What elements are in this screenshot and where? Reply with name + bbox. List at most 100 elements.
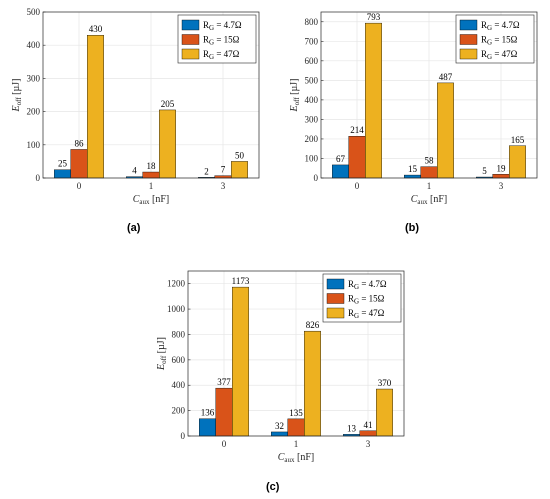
- y-axis-label-unit: [µJ]: [156, 337, 167, 356]
- legend-subscript: G: [354, 312, 359, 320]
- legend-value: = 4.7Ω: [214, 20, 242, 30]
- legend-symbol: R: [203, 35, 209, 45]
- data-label: 67: [336, 154, 346, 164]
- legend-subscript: G: [209, 39, 214, 47]
- chart-b: 0 100 200 300 400 500 600 700 800 0 1 3 67 214 793 15 58…: [289, 11, 538, 206]
- legend-swatch-3: [326, 307, 345, 319]
- y-tick-label: 700: [305, 36, 319, 46]
- bar-series-3: [304, 330, 321, 437]
- y-tick-label: 0: [314, 173, 319, 183]
- x-tick-label: 3: [499, 181, 504, 191]
- data-label: 826: [306, 320, 320, 330]
- x-tick-label: 0: [222, 439, 227, 449]
- bar-series-2: [70, 149, 88, 179]
- bar-series-3: [509, 145, 526, 179]
- x-tick-label: 0: [355, 181, 360, 191]
- legend-label-3: RG = 47Ω: [203, 49, 240, 61]
- legend-value: = 4.7Ω: [359, 279, 387, 289]
- y-tick-label: 300: [305, 114, 319, 124]
- data-label: 430: [89, 24, 103, 34]
- bar-series-3: [376, 388, 393, 437]
- x-axis-label: Caux [nF]: [278, 452, 315, 464]
- y-axis-label-unit: [µJ]: [289, 79, 300, 98]
- bar-series-3: [159, 109, 176, 179]
- legend-label-3: RG = 47Ω: [348, 308, 385, 320]
- legend-symbol: R: [203, 20, 209, 30]
- x-axis-label-subscript: aux: [284, 456, 295, 464]
- plot-frame: [320, 11, 538, 179]
- legend-symbol: R: [203, 49, 209, 59]
- bar-series-2: [492, 174, 510, 179]
- legend-symbol: R: [481, 49, 487, 59]
- legend-swatch-3: [459, 48, 478, 60]
- legend-symbol: R: [348, 294, 354, 304]
- data-label: 165: [511, 135, 525, 145]
- data-label: 58: [425, 156, 435, 166]
- legend-value: = 47Ω: [359, 308, 385, 318]
- bar-series-3: [365, 22, 382, 179]
- y-tick-label: 300: [27, 73, 41, 83]
- legend-label-2: RG = 15Ω: [481, 35, 518, 47]
- plot-frame: [42, 11, 260, 179]
- x-axis-label: Caux [nF]: [133, 194, 170, 206]
- data-label: 25: [58, 159, 68, 169]
- x-tick-label: 0: [77, 181, 82, 191]
- legend-value: = 4.7Ω: [492, 20, 520, 30]
- y-tick-label: 0: [181, 431, 186, 441]
- data-label: 4: [132, 166, 137, 176]
- legend-value: = 47Ω: [214, 49, 240, 59]
- legend-label-2: RG = 15Ω: [203, 35, 240, 47]
- data-label: 18: [147, 161, 157, 171]
- caption-c: (c): [266, 481, 280, 493]
- y-axis-label-subscript: off: [293, 97, 301, 106]
- data-label: 15: [408, 164, 418, 174]
- y-tick-label: 600: [172, 355, 186, 365]
- bar-series-2: [287, 418, 305, 437]
- legend-subscript: G: [354, 283, 359, 291]
- legend-symbol: R: [348, 279, 354, 289]
- data-label: 214: [350, 125, 364, 135]
- data-label: 2: [204, 166, 209, 176]
- legend-subscript: G: [487, 39, 492, 47]
- data-label: 7: [221, 165, 226, 175]
- data-label: 19: [497, 163, 507, 173]
- y-tick-label: 400: [172, 380, 186, 390]
- y-tick-label: 500: [305, 75, 319, 85]
- x-tick-label: 1: [149, 181, 154, 191]
- data-label: 13: [347, 423, 357, 433]
- data-label: 136: [201, 408, 215, 418]
- data-label: 377: [217, 377, 231, 387]
- legend-value: = 15Ω: [359, 294, 385, 304]
- x-axis-label-unit: [nF]: [150, 194, 170, 205]
- y-axis-label: Eoff [µJ]: [156, 337, 168, 371]
- y-tick-label: 200: [305, 134, 319, 144]
- legend-subscript: G: [487, 24, 492, 32]
- y-axis-label-unit: [µJ]: [11, 79, 22, 98]
- data-label: 1173: [232, 276, 250, 286]
- y-axis-label-subscript: off: [160, 355, 168, 364]
- y-tick-label: 600: [305, 56, 319, 66]
- bar-series-1: [332, 164, 349, 179]
- legend-symbol: R: [481, 35, 487, 45]
- caption-a: (a): [127, 222, 141, 234]
- legend-value: = 47Ω: [492, 49, 518, 59]
- y-axis-label-symbol: E: [156, 364, 167, 371]
- legend-swatch-3: [181, 48, 200, 60]
- y-tick-label: 800: [305, 17, 319, 27]
- bar-series-3: [231, 161, 248, 179]
- legend-swatch-1: [181, 19, 200, 31]
- data-label: 5: [482, 166, 487, 176]
- x-tick-label: 1: [427, 181, 432, 191]
- y-tick-label: 1000: [167, 304, 186, 314]
- y-tick-label: 200: [172, 406, 186, 416]
- data-label: 86: [75, 138, 85, 148]
- legend-value: = 15Ω: [214, 35, 240, 45]
- y-tick-label: 400: [305, 95, 319, 105]
- bar-series-1: [54, 169, 71, 179]
- x-tick-label: 1: [294, 439, 299, 449]
- y-axis-label: Eoff [µJ]: [289, 79, 301, 113]
- y-tick-label: 400: [27, 40, 41, 50]
- bar-series-1: [404, 174, 421, 179]
- bar-series-3: [232, 286, 249, 437]
